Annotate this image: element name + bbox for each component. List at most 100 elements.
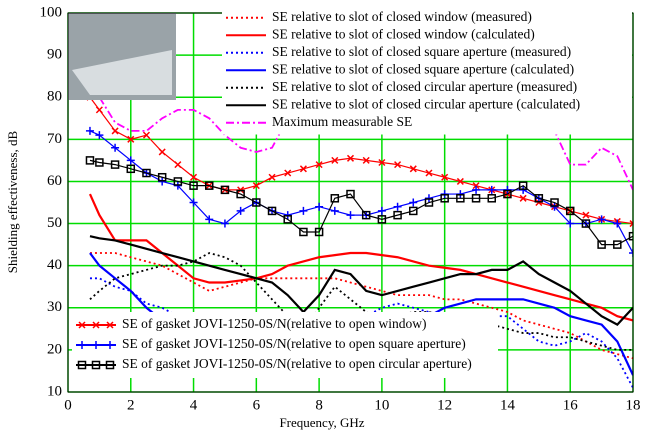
marker <box>361 210 371 220</box>
marker <box>78 341 86 349</box>
marker <box>597 240 606 249</box>
legend-label: Maximum measurable SE <box>272 114 412 129</box>
marker <box>613 240 622 249</box>
marker <box>441 173 449 181</box>
marker <box>518 181 528 190</box>
marker <box>519 194 527 202</box>
marker <box>85 156 95 165</box>
marker <box>378 158 386 167</box>
marker <box>487 194 496 203</box>
legend-label: SE of gasket JOVI-1250-0S/N(relative to … <box>122 336 466 351</box>
marker <box>346 154 355 162</box>
marker <box>503 189 512 199</box>
marker <box>91 360 101 370</box>
series-line <box>89 277 633 389</box>
series-line <box>89 159 633 246</box>
marker <box>205 215 214 224</box>
marker <box>252 182 260 190</box>
x-tick-label: 16 <box>563 397 579 413</box>
marker <box>597 215 606 224</box>
marker <box>267 206 277 216</box>
marker <box>581 219 591 228</box>
marker <box>362 156 370 164</box>
marker <box>105 360 115 370</box>
series-line <box>88 193 633 322</box>
x-tick-label: 8 <box>315 397 323 413</box>
marker <box>92 321 100 329</box>
marker <box>95 106 103 114</box>
marker <box>440 194 449 203</box>
y-tick-label: 100 <box>40 4 63 20</box>
marker <box>95 158 104 167</box>
marker <box>425 169 433 177</box>
marker <box>314 227 324 237</box>
marker <box>95 131 104 140</box>
x-tick-label: 10 <box>374 397 389 413</box>
marker <box>299 227 308 237</box>
marker <box>456 194 465 203</box>
series-line <box>89 235 633 326</box>
legend-label: SE relative to slot of closed circular a… <box>272 96 580 111</box>
x-tick-label: 0 <box>64 397 72 413</box>
marker <box>346 189 355 199</box>
legend-label: SE relative to slot of closed window (ca… <box>272 26 535 41</box>
marker <box>472 185 481 194</box>
legend-box <box>72 312 498 378</box>
x-tick-label: 12 <box>437 397 452 413</box>
marker <box>157 172 167 182</box>
marker <box>126 164 136 174</box>
marker <box>111 143 120 152</box>
marker <box>189 198 198 207</box>
x-tick-label: 14 <box>500 397 516 413</box>
marker <box>174 161 182 169</box>
series-line <box>89 252 633 351</box>
marker <box>409 165 417 173</box>
marker <box>456 177 464 185</box>
legend-label: SE of gasket JOVI-1250-0S/N(relative to … <box>122 356 472 371</box>
marker <box>142 168 151 178</box>
marker <box>236 189 245 199</box>
y-tick-label: 30 <box>47 299 62 315</box>
y-tick-label: 40 <box>47 257 62 273</box>
y-tick-label: 20 <box>47 341 62 357</box>
marker <box>236 206 245 215</box>
y-tick-label: 10 <box>47 383 62 399</box>
marker <box>534 194 544 203</box>
marker <box>471 194 481 203</box>
y-tick-label: 70 <box>47 131 62 147</box>
y-axis-label: Shielding effectiveness, dB <box>5 130 20 273</box>
marker <box>330 194 340 203</box>
marker <box>252 198 261 207</box>
marker <box>284 169 292 177</box>
x-tick-label: 6 <box>253 397 261 413</box>
y-tick-label: 50 <box>47 215 62 231</box>
marker <box>331 156 339 164</box>
marker <box>472 182 480 190</box>
marker <box>126 156 135 165</box>
marker <box>487 185 496 194</box>
marker <box>205 181 214 190</box>
marker <box>330 206 339 215</box>
marker <box>299 165 307 173</box>
marker <box>424 198 434 207</box>
marker <box>283 215 292 224</box>
marker <box>78 321 86 329</box>
marker <box>565 206 575 216</box>
marker <box>629 249 633 258</box>
marker <box>110 160 120 169</box>
marker <box>106 341 114 349</box>
marker <box>393 202 402 211</box>
y-tick-label: 60 <box>47 173 62 189</box>
marker <box>111 127 119 135</box>
legend-label: SE relative to slot of closed square ape… <box>272 44 571 59</box>
marker <box>409 198 418 207</box>
marker <box>220 219 229 228</box>
legend-box <box>222 6 632 135</box>
legend-label: SE relative to slot of closed circular a… <box>272 79 577 94</box>
inset-photo-detail <box>72 50 172 95</box>
marker <box>409 206 418 216</box>
marker <box>85 126 94 135</box>
marker <box>92 341 100 349</box>
marker <box>346 211 355 220</box>
